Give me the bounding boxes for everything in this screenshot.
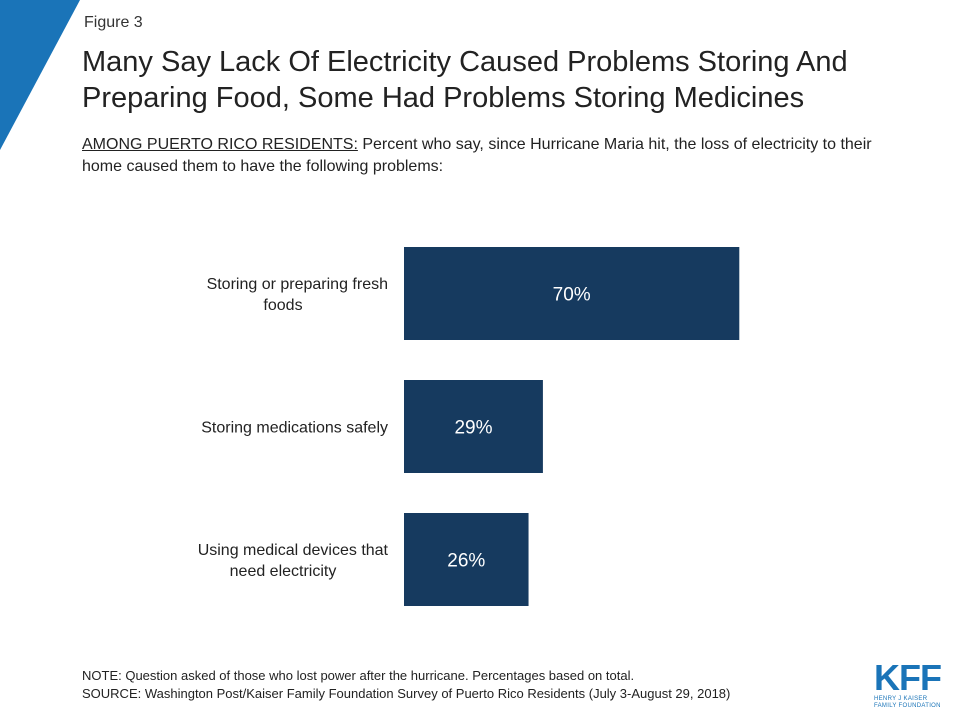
subtitle-prefix: AMONG PUERTO RICO RESIDENTS: xyxy=(82,136,358,153)
category-label-1-line-2: foods xyxy=(263,297,302,314)
footer-note: NOTE: Question asked of those who lost p… xyxy=(82,668,635,683)
chart-subtitle: AMONG PUERTO RICO RESIDENTS: Percent who… xyxy=(82,134,882,178)
category-label-3-line-2: need electricity xyxy=(230,563,337,580)
corner-accent-triangle xyxy=(0,0,80,150)
footer-source: SOURCE: Washington Post/Kaiser Family Fo… xyxy=(82,686,731,701)
category-label-1-line-1: Storing or preparing fresh xyxy=(207,276,388,293)
category-label-2-line-1: Storing medications safely xyxy=(201,420,388,437)
logo-line1: HENRY J KAISER xyxy=(874,696,928,702)
bar-3 xyxy=(404,513,529,606)
value-label-2: 29% xyxy=(454,418,492,439)
logo-line2: FAMILY FOUNDATION xyxy=(874,703,941,709)
figure-label: Figure 3 xyxy=(84,14,143,31)
bar-2 xyxy=(404,380,543,473)
footer: NOTE: Question asked of those who lost p… xyxy=(82,667,862,703)
kff-logo: KFF HENRY J KAISER FAMILY FOUNDATION xyxy=(874,660,954,712)
logo-text: KFF xyxy=(874,657,942,698)
bar-1 xyxy=(404,247,740,340)
chart-title: Many Say Lack Of Electricity Caused Prob… xyxy=(82,46,848,114)
subtitle-text: Percent who say, since Hurricane Maria h… xyxy=(82,136,872,175)
category-label-3-line-1: Using medical devices that xyxy=(198,542,389,559)
value-label-1: 70% xyxy=(553,285,591,306)
value-label-3: 26% xyxy=(447,551,485,572)
